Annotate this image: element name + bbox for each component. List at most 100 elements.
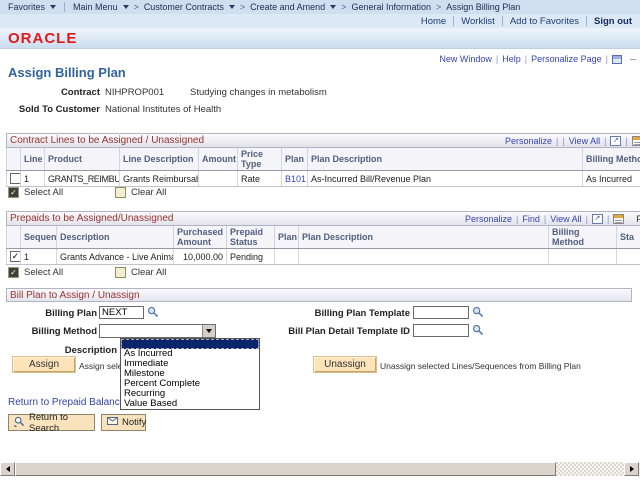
contract-lines-grid: Contract Lines to be Assigned / Unassign… (6, 133, 640, 187)
personalize-page-link[interactable]: Personalize Page (531, 54, 602, 64)
new-window-icon[interactable] (612, 54, 622, 64)
breadcrumb: Favorites Main Menu > Customer Contracts… (0, 0, 640, 14)
grid2-clear-all[interactable]: Clear All (115, 267, 166, 278)
main-menu[interactable]: Main Menu (73, 2, 129, 12)
contract-value: NIHPROP001 (105, 87, 165, 98)
add-to-favorites-link[interactable]: Add to Favorites (509, 15, 579, 27)
billing-method-option[interactable]: Milestone (124, 369, 165, 379)
purchased-amount-cell: 10,000.00 (173, 248, 227, 265)
column-header: Sta (616, 226, 640, 249)
zoom-grid-icon[interactable]: ↗ (591, 213, 603, 224)
breadcrumb-create-and-amend[interactable]: Create and Amend (250, 2, 337, 12)
prepaids-grid: Prepaids to be Assigned/Unassigned Perso… (6, 211, 640, 265)
dropdown-arrow-icon (330, 5, 337, 9)
breadcrumb-separator: > (341, 2, 347, 12)
billing-method-option[interactable]: Immediate (124, 359, 169, 369)
billing-method-option[interactable]: Recurring (124, 389, 166, 399)
billing-plan-template-input[interactable] (413, 306, 469, 319)
grid1-clear-all[interactable]: Clear All (115, 187, 166, 198)
row-checkbox[interactable] (10, 173, 20, 184)
billing-method-option[interactable] (121, 339, 259, 349)
page-title: Assign Billing Plan (8, 65, 126, 80)
scroll-track[interactable] (556, 462, 624, 476)
bill-plan-detail-template-input[interactable] (413, 324, 469, 337)
select-column-header (6, 148, 21, 171)
lookup-icon[interactable] (147, 306, 159, 318)
grid-toolbar: Personalize | | View All | ↗ | (505, 134, 640, 147)
amount-cell (198, 170, 238, 187)
view-all-link[interactable]: View All (550, 213, 582, 224)
column-header: Prepaid Status (226, 226, 275, 249)
chevron-down-icon (206, 329, 212, 333)
grid2-select-all[interactable]: ✓ Select All (8, 267, 63, 278)
download-grid-icon[interactable] (613, 213, 625, 224)
lookup-icon[interactable] (472, 306, 484, 318)
breadcrumb-separator: > (133, 2, 139, 12)
billing-plan-input[interactable] (99, 306, 144, 319)
billing-method-option[interactable]: As Incurred (124, 349, 173, 359)
breadcrumb-assign-billing-plan: Assign Billing Plan (446, 2, 521, 12)
column-header: Product (44, 148, 120, 171)
line-description-cell: Grants Reimbursable (119, 170, 199, 187)
return-to-search-button[interactable]: Return to Search (8, 412, 95, 434)
grid-title: Prepaids to be Assigned/Unassigned (10, 213, 174, 224)
column-header: Billing Method (582, 148, 640, 171)
return-to-prepaid-balances-link[interactable]: Return to Prepaid Balances (8, 397, 131, 408)
breadcrumb-customer-contracts[interactable]: Customer Contracts (144, 2, 235, 12)
pipe-separator: | (604, 135, 607, 146)
plan-link[interactable]: B101 (285, 173, 307, 184)
download-grid-icon[interactable] (631, 135, 640, 146)
unassign-button[interactable]: Unassign (313, 356, 377, 373)
h-scrollbar (0, 462, 640, 476)
select-arrow-button[interactable] (202, 325, 215, 337)
divider-dash (630, 58, 636, 60)
contract-lines-table: Line Product Line Description Amount Pri… (6, 148, 640, 187)
assign-button[interactable]: Assign (12, 356, 76, 373)
pipe-separator: | (495, 54, 499, 64)
first-label[interactable]: Firs (636, 213, 640, 224)
scroll-thumb[interactable] (15, 462, 556, 476)
column-header: Billing Method (548, 226, 617, 249)
help-link[interactable]: Help (502, 54, 521, 64)
pipe-separator: | (606, 213, 610, 224)
clear-all-icon (115, 187, 126, 198)
view-all-link[interactable]: View All (568, 135, 601, 146)
favorites-menu[interactable]: Favorites (8, 2, 57, 12)
new-window-link[interactable]: New Window (439, 54, 492, 64)
link-divider (501, 16, 503, 26)
arrow-left-icon (5, 466, 10, 472)
section-title: Bill Plan to Assign / Unassign (10, 289, 140, 301)
sequence-cell: 1 (20, 248, 57, 265)
scroll-right-button[interactable] (624, 462, 639, 476)
billing-method-select[interactable] (99, 324, 216, 338)
home-link[interactable]: Home (420, 15, 447, 27)
zoom-grid-icon[interactable]: ↗ (610, 135, 622, 146)
status-cell (616, 248, 640, 265)
worklist-link[interactable]: Worklist (461, 15, 495, 27)
billing-plan-label: Billing Plan (45, 308, 97, 319)
find-link[interactable]: Find (522, 213, 540, 224)
notify-button[interactable]: Notify (101, 414, 146, 431)
select-all-icon: ✓ (8, 187, 19, 198)
billing-method-option[interactable]: Percent Complete (124, 379, 201, 389)
grid1-select-all[interactable]: ✓ Select All (8, 187, 63, 198)
plan-cell (274, 248, 299, 265)
breadcrumb-general-information[interactable]: General Information (351, 2, 431, 12)
lookup-icon[interactable] (472, 324, 484, 336)
billing-method-option[interactable]: Value Based (124, 399, 178, 409)
column-header: Plan (274, 226, 299, 249)
pipe-separator: | (562, 135, 565, 146)
personalize-link[interactable]: Personalize (505, 135, 553, 146)
plan-description-cell: As-Incurred Bill/Revenue Plan (307, 170, 583, 187)
column-header: Price Type (237, 148, 282, 171)
column-header: Plan Description (298, 226, 549, 249)
oracle-logo: ORACLE (8, 29, 78, 47)
product-cell: GRANTS_REIMBURSABL (44, 170, 120, 187)
billing-method-label: Billing Method (31, 326, 97, 337)
row-checkbox[interactable]: ✓ (10, 251, 20, 262)
link-divider (453, 16, 455, 26)
personalize-link[interactable]: Personalize (465, 213, 513, 224)
scroll-left-button[interactable] (0, 462, 15, 476)
sign-out-link[interactable]: Sign out (594, 15, 632, 27)
